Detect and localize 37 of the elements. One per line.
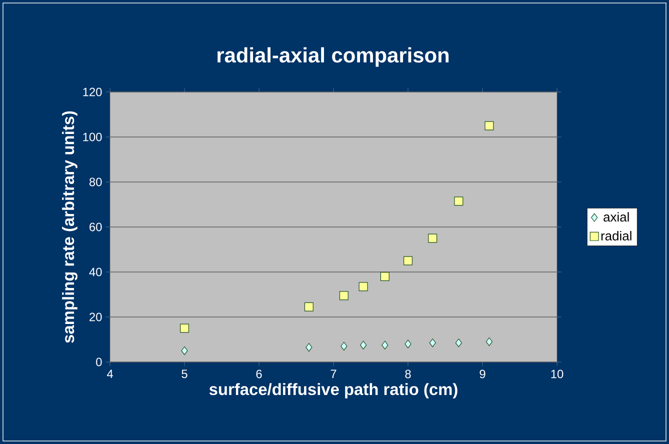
x-tick-label: 6 <box>256 370 262 378</box>
chart-title: radial-axial comparison <box>218 47 449 67</box>
y-tick-label: 0 <box>96 358 102 366</box>
y-tick-label: 100 <box>83 132 102 142</box>
point <box>429 338 436 348</box>
y-tick-label: 40 <box>89 268 102 276</box>
legend-label: radial <box>601 230 632 240</box>
point <box>404 340 412 348</box>
x-axis-title: surface/diffusive path ratio (cm) <box>209 383 458 398</box>
x-tick-label: 8 <box>405 370 411 378</box>
point <box>455 338 462 348</box>
x-tick-label: 5 <box>182 370 188 378</box>
y-tick-label: 120 <box>83 88 102 96</box>
point <box>181 346 188 356</box>
point <box>180 324 190 333</box>
point <box>380 272 390 281</box>
point <box>339 291 348 300</box>
point <box>382 340 388 350</box>
point <box>304 302 314 312</box>
point <box>404 256 413 266</box>
point <box>306 343 312 352</box>
x-tick-label: 10 <box>551 370 564 378</box>
x-tick-label: 4 <box>106 370 113 378</box>
point <box>340 342 348 351</box>
point <box>358 282 368 292</box>
x-tick-label: 9 <box>480 370 486 378</box>
y-tick-label: 60 <box>90 222 102 232</box>
y-tick-label: 80 <box>89 178 102 186</box>
legend-label: axial <box>604 212 629 222</box>
point <box>360 340 367 350</box>
x-tick-label: 7 <box>330 370 336 378</box>
point <box>428 234 438 243</box>
y-tick-label: 20 <box>90 312 102 322</box>
point <box>484 121 494 130</box>
y-axis-title: sampling rate (arbitrary units) <box>62 111 78 343</box>
point <box>486 337 493 346</box>
point <box>454 196 464 206</box>
